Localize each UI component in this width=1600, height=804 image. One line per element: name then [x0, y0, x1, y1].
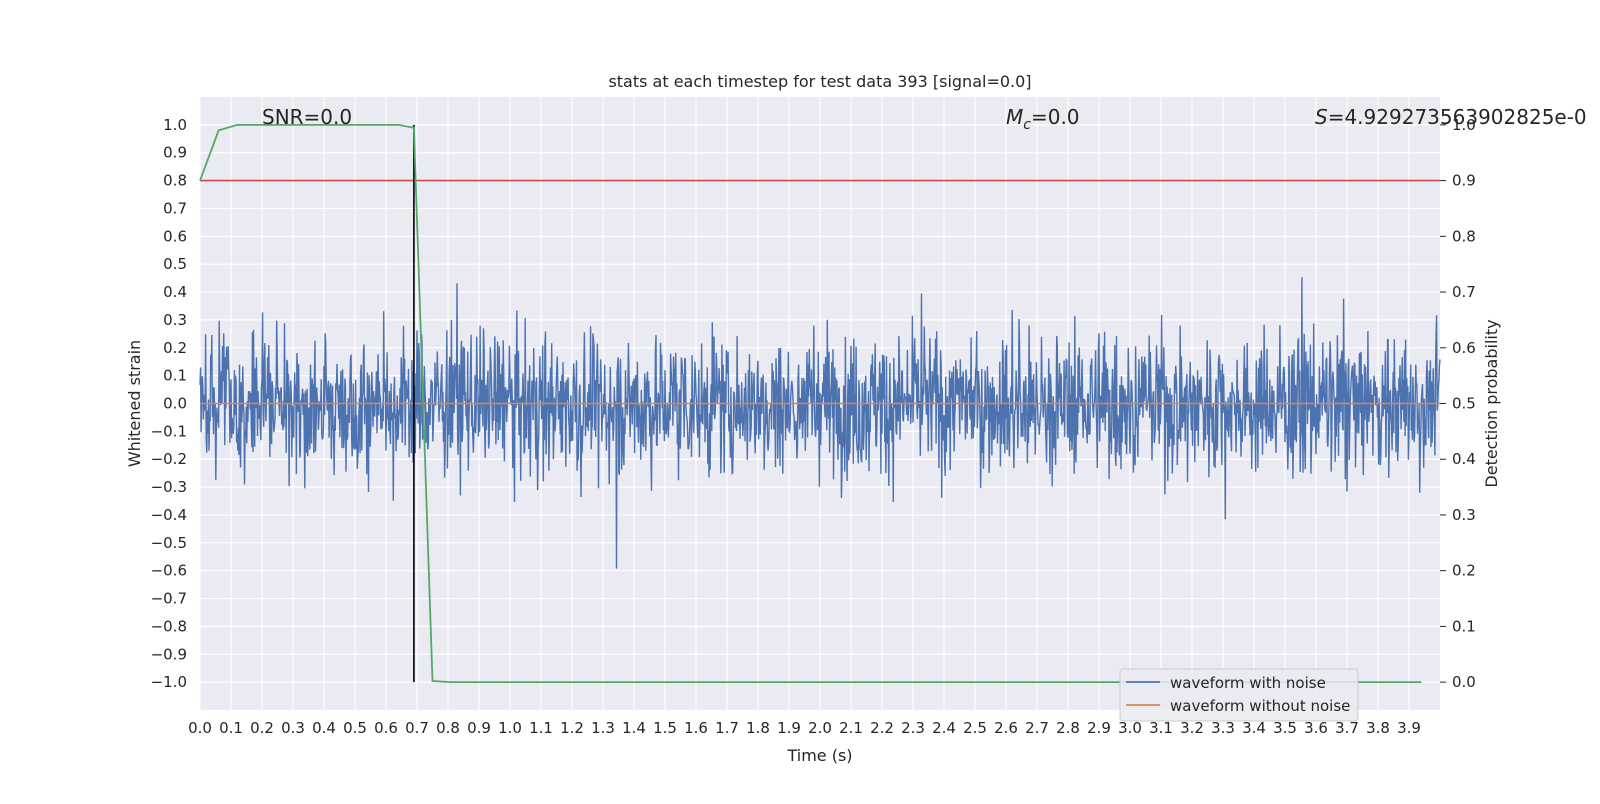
y-tick-label: 0.4	[163, 283, 187, 301]
chirp-mass-annotation: Mc=0.0	[1006, 105, 1080, 133]
y-tick-label: −0.8	[151, 617, 187, 635]
x-tick-label: 1.1	[529, 719, 553, 737]
x-tick-label: 1.3	[591, 719, 615, 737]
x-tick-label: 1.0	[498, 719, 522, 737]
y-tick-label: 0.2	[163, 339, 187, 357]
y-tick-label: −1.0	[151, 673, 187, 691]
x-tick-label: 0.7	[405, 719, 429, 737]
y2-axis-label: Detection probability	[1482, 319, 1501, 487]
x-tick-label: 1.2	[560, 719, 584, 737]
chart-title: stats at each timestep for test data 393…	[608, 72, 1031, 91]
y-tick-label: 0.0	[163, 395, 187, 413]
x-tick-label: 1.7	[715, 719, 739, 737]
x-tick-label: 1.5	[653, 719, 677, 737]
y-tick-label: 0.6	[163, 227, 187, 245]
y2-axis-ticks: 1.0 0.9 0.8 0.7 0.6 0.5 0.4 0.3 0.2 0.1 0.0	[1440, 116, 1476, 691]
y-tick-label: −0.4	[151, 506, 187, 524]
y2-tick-label: 0.8	[1452, 227, 1476, 245]
y-tick-label: −0.9	[151, 645, 187, 663]
y-tick-label: −0.6	[151, 562, 187, 580]
x-tick-label: 0.3	[281, 719, 305, 737]
y2-tick-label: 0.2	[1452, 562, 1476, 580]
y-tick-label: 0.3	[163, 311, 187, 329]
x-tick-label: 2.7	[1025, 719, 1049, 737]
y-tick-label: 0.8	[163, 172, 187, 190]
mc-subscript: c	[1023, 117, 1031, 133]
legend-box	[1119, 668, 1359, 722]
x-tick-label: 2.5	[963, 719, 987, 737]
mc-symbol: M	[1006, 105, 1023, 129]
x-tick-label: 0.9	[467, 719, 491, 737]
x-tick-label: 2.0	[808, 719, 832, 737]
s-symbol: S	[1315, 105, 1328, 129]
y-tick-label: 0.9	[163, 144, 187, 162]
x-tick-label: 0.8	[436, 719, 460, 737]
s-annotation: S=4.929273563902825e-0	[1315, 105, 1587, 129]
x-tick-label: 2.9	[1087, 719, 1111, 737]
y2-tick-label: 1.0	[1452, 116, 1476, 134]
x-tick-label: 1.4	[622, 719, 646, 737]
x-tick-label: 1.6	[684, 719, 708, 737]
x-tick-label: 0.0	[188, 719, 212, 737]
x-tick-label: 3.2	[1180, 719, 1204, 737]
y-tick-label: −0.2	[151, 450, 187, 468]
x-tick-label: 2.3	[901, 719, 925, 737]
y2-tick-label: 0.9	[1452, 172, 1476, 190]
x-tick-label: 2.2	[870, 719, 894, 737]
y2-tick-label: 0.1	[1452, 617, 1476, 635]
y-axis-label: Whitened strain	[125, 340, 144, 467]
y2-tick-label: 0.3	[1452, 506, 1476, 524]
x-tick-label: 3.0	[1118, 719, 1142, 737]
x-tick-label: 2.1	[839, 719, 863, 737]
x-tick-label: 2.6	[994, 719, 1018, 737]
s-value: =4.929273563902825e-0	[1328, 105, 1587, 129]
x-tick-label: 2.8	[1056, 719, 1080, 737]
y2-tick-label: 0.5	[1452, 395, 1476, 413]
series-line-waveform-with-noise	[199, 277, 1441, 569]
legend-label-clean: waveform without noise	[1170, 697, 1350, 715]
overlay	[199, 124, 1440, 683]
x-tick-label: 2.4	[932, 719, 956, 737]
x-tick-label: 0.4	[312, 719, 336, 737]
y-tick-label: −0.1	[151, 422, 187, 440]
y2-tick-label: 0.4	[1452, 450, 1476, 468]
y-tick-label: 0.5	[163, 255, 187, 273]
y2-tick-label: 0.6	[1452, 339, 1476, 357]
y2-tick-label: 0.0	[1452, 673, 1476, 691]
x-axis-ticks: 0.0 0.1 0.2 0.3 0.4 0.5 0.6 0.7 0.8 0.9 1.0 1.1 1.2 1…	[188, 719, 1421, 737]
x-tick-label: 0.5	[343, 719, 367, 737]
x-tick-label: 0.2	[250, 719, 274, 737]
y-tick-label: −0.5	[151, 534, 187, 552]
waveform-with-noise-series	[199, 277, 1441, 569]
x-tick-label: 0.1	[219, 719, 243, 737]
legend: waveform with noise waveform without noi…	[1119, 668, 1359, 722]
x-tick-label: 3.4	[1242, 719, 1266, 737]
y-tick-label: −0.3	[151, 478, 187, 496]
legend-label-noise: waveform with noise	[1170, 674, 1326, 692]
series-line-detection-probability	[199, 124, 1422, 683]
x-tick-label: 0.6	[374, 719, 398, 737]
y-tick-label: −0.7	[151, 590, 187, 608]
y-axis-ticks: 1.0 0.9 0.8 0.7 0.6 0.5 0.4 0.3 0.2 0.1 0.0 −0.1 −0.…	[151, 116, 187, 691]
y-tick-label: 0.7	[163, 199, 187, 217]
x-tick-label: 3.7	[1335, 719, 1359, 737]
mc-value: =0.0	[1031, 105, 1080, 129]
x-tick-label: 3.6	[1304, 719, 1328, 737]
snr-annotation: SNR=0.0	[262, 105, 352, 129]
y2-tick-label: 0.7	[1452, 283, 1476, 301]
y-tick-label: 1.0	[163, 116, 187, 134]
x-tick-label: 3.1	[1149, 719, 1173, 737]
x-tick-label: 1.9	[777, 719, 801, 737]
x-axis-label: Time (s)	[786, 746, 852, 765]
x-tick-label: 3.9	[1397, 719, 1421, 737]
x-tick-label: 3.5	[1273, 719, 1297, 737]
x-tick-label: 3.8	[1366, 719, 1390, 737]
y-tick-label: 0.1	[163, 367, 187, 385]
x-tick-label: 3.3	[1211, 719, 1235, 737]
x-tick-label: 1.8	[746, 719, 770, 737]
